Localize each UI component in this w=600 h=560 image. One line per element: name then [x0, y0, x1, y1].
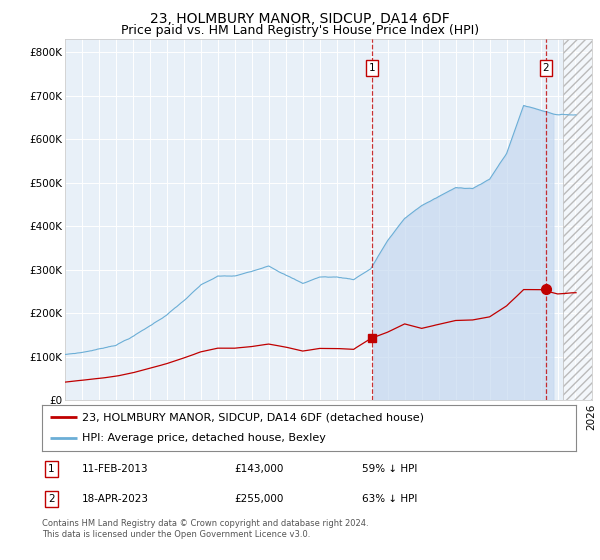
Text: 11-FEB-2013: 11-FEB-2013 — [82, 464, 149, 474]
Text: 1: 1 — [48, 464, 55, 474]
Bar — [563, 39, 592, 400]
Text: 63% ↓ HPI: 63% ↓ HPI — [362, 494, 418, 504]
Text: 2: 2 — [48, 494, 55, 504]
Text: 23, HOLMBURY MANOR, SIDCUP, DA14 6DF (detached house): 23, HOLMBURY MANOR, SIDCUP, DA14 6DF (de… — [82, 412, 424, 422]
Text: Price paid vs. HM Land Registry's House Price Index (HPI): Price paid vs. HM Land Registry's House … — [121, 24, 479, 36]
Text: 59% ↓ HPI: 59% ↓ HPI — [362, 464, 418, 474]
Text: Contains HM Land Registry data © Crown copyright and database right 2024.
This d: Contains HM Land Registry data © Crown c… — [42, 519, 368, 539]
Text: 23, HOLMBURY MANOR, SIDCUP, DA14 6DF: 23, HOLMBURY MANOR, SIDCUP, DA14 6DF — [150, 12, 450, 26]
Text: HPI: Average price, detached house, Bexley: HPI: Average price, detached house, Bexl… — [82, 433, 326, 444]
Text: 1: 1 — [369, 63, 376, 73]
Text: £143,000: £143,000 — [234, 464, 284, 474]
Text: 2: 2 — [542, 63, 549, 73]
Text: £255,000: £255,000 — [234, 494, 284, 504]
Bar — [563, 39, 592, 400]
Text: 18-APR-2023: 18-APR-2023 — [82, 494, 149, 504]
